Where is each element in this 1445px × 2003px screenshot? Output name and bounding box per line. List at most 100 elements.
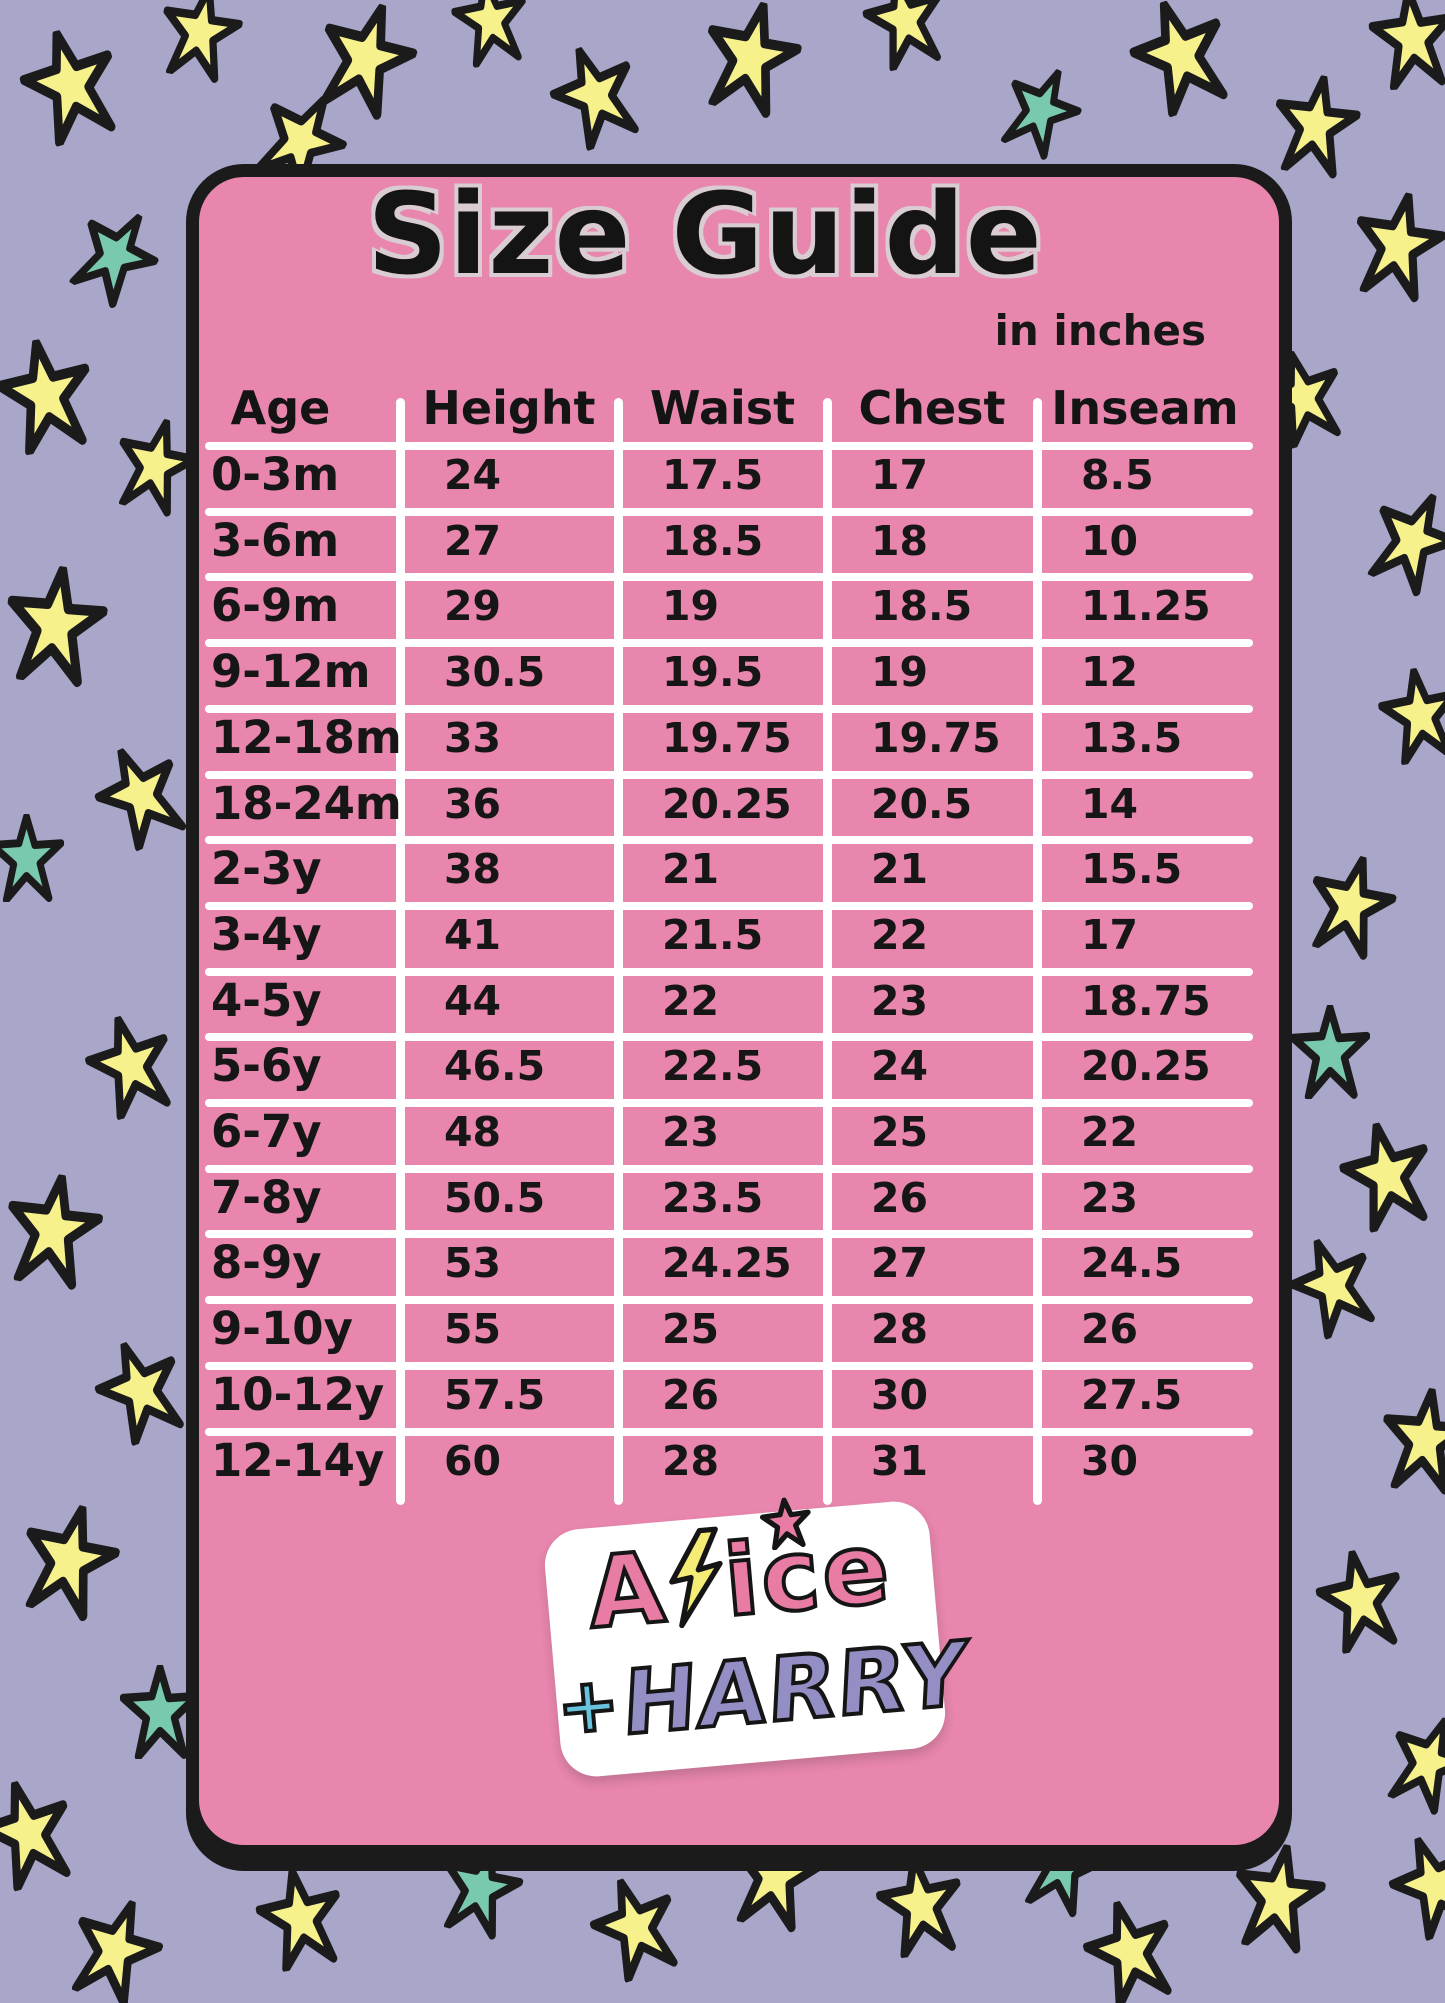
chest-cell: 23 — [871, 976, 929, 1025]
star-icon — [10, 19, 131, 152]
waist-cell: 18.5 — [662, 516, 764, 565]
table-horizontal-line — [205, 1427, 1253, 1436]
chest-cell: 18.5 — [871, 582, 973, 631]
star-icon — [1374, 663, 1445, 768]
star-icon — [249, 1861, 350, 1975]
star-icon — [1118, 0, 1243, 123]
inseam-cell: 8.5 — [1081, 451, 1154, 499]
page-title: Size Guide — [367, 170, 1043, 300]
star-icon — [1373, 1703, 1445, 1820]
height-cell: 48 — [444, 1108, 502, 1156]
waist-cell: 20.25 — [662, 779, 792, 828]
table-horizontal-line — [205, 901, 1253, 910]
table-vertical-line — [614, 398, 623, 1505]
inseam-cell: 11.25 — [1081, 582, 1211, 631]
chest-cell: 18 — [871, 516, 929, 565]
chest-cell: 19 — [871, 648, 929, 697]
height-cell: 44 — [444, 976, 502, 1025]
column-header-chest: Chest — [858, 381, 1006, 435]
star-icon — [1377, 1823, 1445, 1946]
chest-cell: 19.75 — [871, 713, 1001, 762]
inseam-cell: 15.5 — [1081, 845, 1183, 894]
column-header-height: Height — [422, 381, 596, 435]
star-icon — [987, 54, 1092, 166]
table-horizontal-line — [205, 1033, 1253, 1042]
star-icon — [1309, 1543, 1410, 1657]
star-icon — [0, 332, 102, 459]
inseam-cell: 13.5 — [1081, 713, 1183, 762]
waist-cell: 19.75 — [662, 713, 792, 762]
table-horizontal-line — [205, 967, 1253, 976]
waist-cell: 19 — [662, 582, 720, 631]
star-icon — [83, 1328, 197, 1451]
chest-cell: 20.5 — [871, 779, 973, 828]
age-cell: 18-24m — [211, 776, 402, 830]
age-cell: 2-3y — [211, 842, 322, 896]
inseam-cell: 30 — [1081, 1436, 1139, 1485]
age-cell: 5-6y — [211, 1039, 322, 1093]
inseam-cell: 27.5 — [1081, 1370, 1183, 1419]
star-icon — [1374, 1382, 1445, 1497]
table-horizontal-line — [205, 639, 1253, 648]
star-icon — [871, 1849, 969, 1960]
star-icon — [303, 0, 428, 126]
table-horizontal-line — [205, 507, 1253, 516]
height-cell: 60 — [444, 1436, 502, 1485]
brand-letter-a: A — [582, 1529, 674, 1653]
table-horizontal-line — [205, 770, 1253, 779]
star-icon — [0, 1770, 85, 1896]
waist-cell: 26 — [662, 1370, 720, 1419]
table-horizontal-line — [205, 1230, 1253, 1239]
star-icon — [76, 1006, 184, 1125]
star-icon — [1332, 1114, 1442, 1237]
height-cell: 50.5 — [444, 1173, 546, 1222]
waist-cell: 22 — [662, 976, 720, 1025]
height-cell: 24 — [444, 451, 502, 499]
waist-cell: 19.5 — [662, 648, 764, 697]
star-icon — [151, 0, 249, 86]
inseam-cell: 12 — [1081, 648, 1139, 697]
waist-cell: 28 — [662, 1436, 720, 1485]
star-icon — [81, 732, 199, 858]
star-icon — [856, 0, 954, 74]
waist-cell: 24.25 — [662, 1239, 792, 1288]
waist-cell: 21 — [662, 845, 720, 894]
unit-label: in inches — [994, 306, 1207, 355]
waist-cell: 25 — [662, 1305, 720, 1354]
height-cell: 33 — [444, 713, 502, 762]
age-cell: 9-12m — [211, 645, 371, 699]
chest-cell: 22 — [871, 910, 929, 959]
height-cell: 27 — [444, 516, 502, 565]
inseam-cell: 18.75 — [1081, 976, 1211, 1025]
size-table: Age Height Waist Chest Inseam 0-3m 24 17.5 17 8.5… — [205, 378, 1253, 1513]
age-cell: 6-9m — [211, 579, 340, 633]
lightning-bolt-icon — [669, 1526, 723, 1629]
age-cell: 6-7y — [211, 1105, 322, 1158]
star-icon — [0, 1167, 109, 1294]
inseam-cell: 17 — [1081, 910, 1139, 959]
table-horizontal-line — [205, 1099, 1253, 1107]
age-cell: 7-8y — [211, 1170, 322, 1224]
star-icon — [1343, 184, 1445, 307]
height-cell: 30.5 — [444, 648, 546, 697]
star-icon — [1264, 68, 1365, 182]
star-icon — [0, 560, 113, 691]
inseam-cell: 23 — [1081, 1173, 1139, 1222]
height-cell: 41 — [444, 910, 502, 959]
star-icon — [759, 1497, 811, 1551]
brand-sticker: A ice +HARRY — [541, 1497, 973, 1780]
height-cell: 38 — [444, 845, 502, 894]
star-icon — [1365, 0, 1445, 92]
column-header-waist: Waist — [649, 381, 796, 435]
inseam-cell: 10 — [1081, 516, 1139, 565]
age-cell: 10-12y — [211, 1367, 385, 1421]
table-horizontal-line — [205, 442, 1253, 450]
age-cell: 3-6m — [211, 513, 340, 567]
column-header-age: Age — [230, 381, 331, 435]
table-vertical-line — [1033, 398, 1042, 1505]
waist-cell: 22.5 — [662, 1042, 764, 1091]
star-icon — [1074, 1890, 1186, 2003]
star-icon — [447, 0, 534, 69]
plus-sign: + — [552, 1658, 625, 1753]
